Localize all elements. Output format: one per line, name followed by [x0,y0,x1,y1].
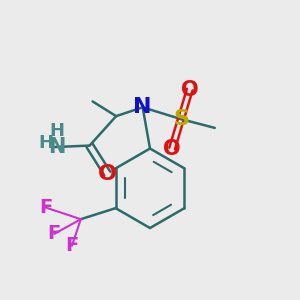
Text: S: S [173,109,189,129]
Text: H: H [38,134,53,152]
Text: F: F [48,224,61,243]
Text: N: N [49,137,66,157]
Text: F: F [65,236,79,255]
Text: N: N [134,97,152,117]
Text: O: O [98,164,117,184]
Text: H: H [50,122,65,140]
Text: F: F [39,198,52,217]
Text: O: O [181,80,199,100]
Text: O: O [163,139,181,158]
